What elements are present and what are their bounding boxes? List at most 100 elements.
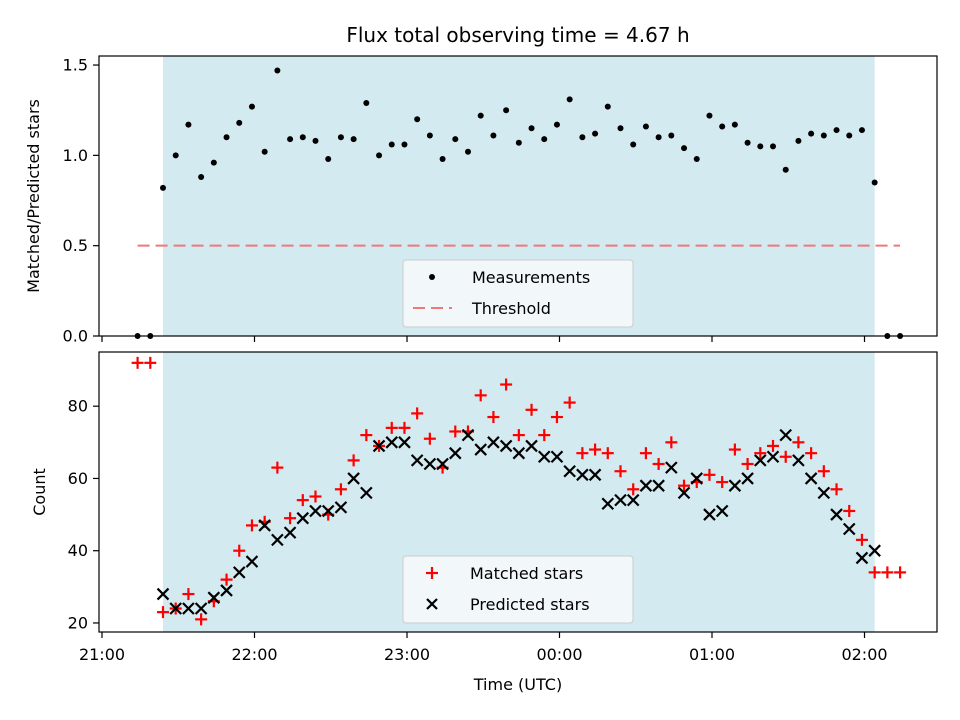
measurement-point [833,127,840,134]
matched-star-point [601,447,614,460]
matched-star-point [665,436,678,449]
matched-star-point [550,411,563,424]
y-tick-label: 1.0 [63,146,88,165]
x-tick-label: 01:00 [689,645,735,664]
matched-star-point [131,356,144,369]
predicted-star-point [601,497,615,511]
measurement-point [808,130,815,137]
legend-matched-marker [426,567,438,579]
matched-star-point [220,573,233,586]
predicted-star-point [741,472,754,485]
matched-star-point [385,421,398,434]
legend-measurements-label: Measurements [472,268,590,287]
matched-star-point [487,411,500,424]
x-tick-label: 23:00 [384,645,430,664]
measurement-point [236,119,243,126]
matched-star-point [652,458,665,470]
measurement-point [452,136,459,143]
predicted-star-point [410,454,424,467]
measurement-point [439,155,446,162]
y-tick-label: 40 [68,541,88,560]
top-legend-box [402,259,634,328]
measurement-point [401,141,408,148]
measurement-point [630,141,637,148]
measurement-point [490,132,497,139]
matched-star-point [182,588,195,601]
measurement-point [376,152,383,159]
measurement-point [719,123,726,130]
measurement-point [515,139,522,146]
matched-star-point [868,566,881,579]
y-tick-label: 0.5 [63,236,88,255]
legend-matched-label: Matched stars [470,564,583,583]
predicted-star-point [232,566,246,579]
predicted-star-point [360,486,373,500]
predicted-star-point [830,508,843,521]
x-tick-label: 21:00 [79,645,125,664]
matched-star-point [449,425,462,438]
predicted-star-point [817,486,831,500]
y-tick-label: 1.5 [63,56,88,75]
matched-star-point [512,429,525,442]
measurement-point [655,134,662,141]
predicted-star-point [245,555,259,568]
predicted-star-point [779,428,792,442]
predicted-star-point [220,584,233,597]
measurement-point [770,143,776,150]
measurement-point [287,136,294,143]
matched-star-point [627,483,640,496]
measurement-point [274,67,281,74]
measurement-point [198,174,205,181]
predicted-star-point [321,504,335,518]
matched-star-point [474,389,487,402]
matched-star-point [639,447,652,460]
measurement-point [350,136,357,143]
matched-star-point [792,436,805,449]
predicted-star-point [525,439,538,453]
measurement-point [693,155,700,162]
x-tick-label: 22:00 [231,645,277,664]
matched-star-point [678,479,691,492]
top-x-ticks [101,336,866,342]
top-y-axis-label: Matched/Predicted stars [24,99,43,293]
measurement-point [731,121,738,128]
x-tick-label: 00:00 [536,645,582,664]
measurement-point [579,134,586,141]
bottom-legend: Matched stars Predicted stars [402,555,634,624]
predicted-star-point [449,446,462,460]
measurement-point [388,141,395,148]
measurement-point [528,125,535,132]
predicted-star-point [169,602,182,615]
matched-star-point [728,443,741,456]
predicted-star-point [182,602,195,615]
measurement-point [172,152,179,159]
predicted-star-point [537,450,551,464]
measurement-point [566,96,573,103]
measurement-point [782,166,789,173]
predicted-star-point [283,526,297,539]
predicted-star-point [398,436,411,449]
matched-star-point [754,447,767,460]
matched-star-point [614,465,627,478]
matched-star-point [576,447,589,460]
matched-star-point [881,566,894,579]
measurement-point [248,103,255,110]
measurement-point [795,137,802,144]
matched-star-point [334,483,347,496]
matched-star-point [411,407,424,420]
matched-star-point [741,458,754,470]
predicted-star-point [423,457,437,471]
measurement-point [325,155,332,162]
measurement-point [414,116,421,123]
measurement-point [592,130,599,137]
measurement-point [706,112,713,119]
predicted-star-point [347,472,360,485]
top-axes-frame [98,55,938,337]
measurement-point [617,125,624,132]
predicted-star-point [652,479,665,492]
y-tick-label: 20 [68,613,88,632]
matched-star-point [233,544,246,557]
measurement-point [681,145,688,152]
